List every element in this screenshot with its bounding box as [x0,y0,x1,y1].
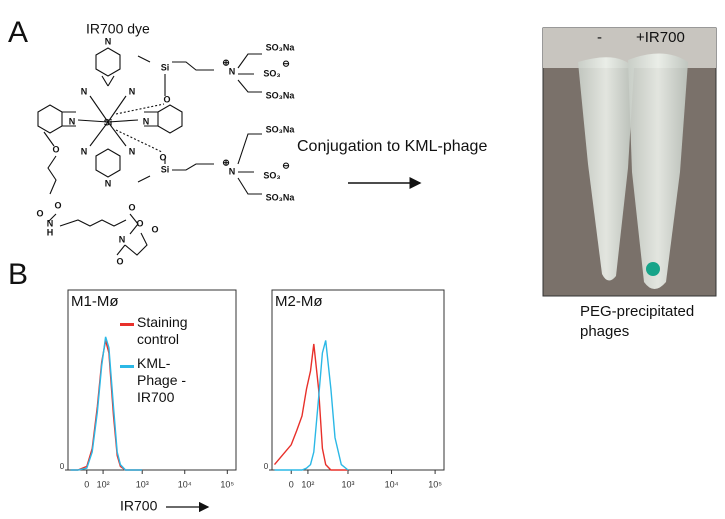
atom-label: O [163,94,170,104]
atom-label: SO₃Na [266,124,296,134]
atom-label: Si [161,164,170,174]
x-tick-label: 0 [84,479,89,489]
histogram-line [274,340,349,471]
chart-title: M2-Mø [275,293,323,310]
x-tick-label: 10⁴ [178,479,192,489]
atom-label: O [36,208,43,218]
plot-frame [67,289,237,471]
x-tick-label: 10² [301,479,314,489]
x-tick-label: 10⁵ [428,479,442,489]
x-tick-label: 10³ [136,479,149,489]
histogram-line [70,340,143,471]
panel-label: B [8,258,28,291]
legend-swatch [120,323,134,326]
atom-label: N [69,116,76,126]
atom-label: O [151,224,158,234]
atom-label: N [129,146,136,156]
tube-label: +IR700 [636,29,685,46]
atom-label: N [81,86,88,96]
atom-label: N [105,36,112,46]
atom-label: SO₃ [263,68,280,78]
atom-label: ⊖ [282,58,290,68]
atom-label: N [229,166,236,176]
atom-label: SO₃Na [266,42,296,52]
histogram-line [273,343,348,471]
atom-label: N [229,66,236,76]
atom-label: Si [104,117,113,127]
atom-label: O [116,256,123,266]
atom-label: O [136,218,143,228]
atom-label: N [47,218,54,228]
plot-frame [271,289,445,471]
atom-label: ⊖ [282,160,290,170]
x-tick-label: 10² [97,479,110,489]
legend-swatch [120,365,134,368]
atom-label: SO₃ [263,170,280,180]
panel-label: A [8,16,28,49]
atom-label: ⊕ [222,157,230,167]
legend-label: Staining control [137,314,188,347]
atom-label: O [128,202,135,212]
atom-label: SO₃Na [266,90,296,100]
histogram-line [70,336,143,471]
atom-label: H [47,227,54,237]
atom-label: Si [161,62,170,72]
tube-label: - [597,29,602,46]
atom-label: N [81,146,88,156]
x-axis-label: IR700 [120,498,158,514]
y-tick-label: 0 [60,462,65,471]
atom-label: N [143,116,150,126]
atom-label: O [52,144,59,154]
arrow-text: Conjugation to KML-phage [297,138,487,155]
photo-caption: PEG-precipitated phages [580,303,695,340]
dye-name: IR700 dye [86,21,150,37]
atom-label: SO₃Na [266,192,296,202]
chart-title: M1-Mø [71,293,119,310]
atom-label: N [105,178,112,188]
atom-label: O [54,200,61,210]
x-tick-label: 10⁴ [385,479,399,489]
y-tick-label: 0 [264,462,269,471]
x-tick-label: 0 [289,479,294,489]
structure-bonds [37,47,262,256]
atom-label: N [129,86,136,96]
x-tick-label: 10⁵ [220,479,234,489]
x-tick-label: 10³ [341,479,354,489]
tube-photo [542,27,717,297]
atom-label: O [159,152,166,162]
legend-label: KML-Phage -IR700 [137,355,187,405]
atom-label: ⊕ [222,57,230,67]
atom-label: N [119,234,126,244]
